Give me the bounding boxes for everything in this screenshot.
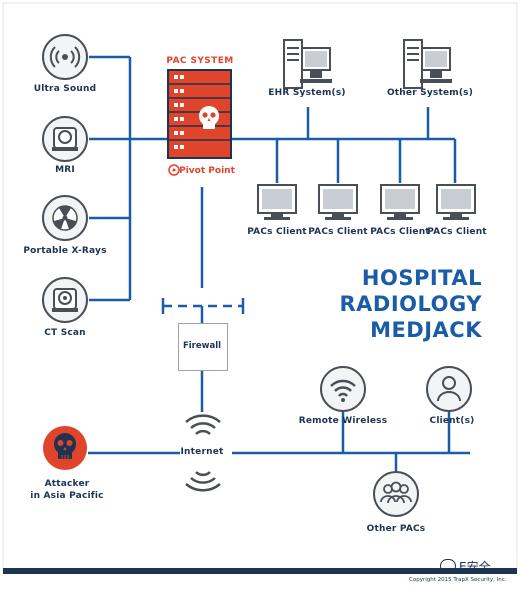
other-pacs-label: Other PACs xyxy=(366,524,426,534)
client-label-2: PACs Client xyxy=(308,227,368,237)
attacker-label-line-2: in Asia Pacific xyxy=(30,491,104,501)
pacs-client-monitor-icon-2 xyxy=(318,184,358,220)
headline-line-2: RADIOLOGY xyxy=(339,292,482,316)
diagram-frame xyxy=(2,2,518,570)
attacker-label-line-1: Attacker xyxy=(44,479,90,489)
pacs-client-monitor-icon-4 xyxy=(436,184,476,220)
watermark-text: E安全 xyxy=(459,560,491,574)
client-label-3: PACs Client xyxy=(370,227,430,237)
firewall-label: Firewall xyxy=(182,341,222,351)
modality-label-xray: Portable X-Rays xyxy=(23,246,107,256)
client-label-1: PACs Client xyxy=(247,227,307,237)
other-pacs-group-icon xyxy=(373,471,419,517)
pac-system-title: PAC SYSTEM xyxy=(166,56,234,66)
copyright-text: Copyright 2015 TrapX Security, Inc. xyxy=(409,577,507,583)
ehr-server-icon xyxy=(283,39,332,89)
server-label-ehr: EHR System(s) xyxy=(268,88,346,98)
modality-label-ultrasound: Ultra Sound xyxy=(33,84,97,94)
mri-icon xyxy=(42,116,88,162)
internet-broadcast-icon xyxy=(185,414,221,492)
ultrasound-icon xyxy=(42,34,88,80)
pacs-client-monitor-icon-1 xyxy=(257,184,297,220)
pivot-point-icon xyxy=(168,164,180,176)
other-server-icon xyxy=(403,39,452,89)
pacs-client-monitor-icon-3 xyxy=(380,184,420,220)
headline-line-3: MEDJACK xyxy=(370,318,482,342)
headline-line-1: HOSPITAL xyxy=(361,266,482,290)
firewall-barrier xyxy=(161,298,245,323)
watermark: E安全 xyxy=(440,558,491,575)
connection-lines xyxy=(88,55,470,472)
firewall-box xyxy=(178,323,228,371)
footer-bar xyxy=(3,568,517,574)
pac-system-server-icon xyxy=(167,69,232,159)
watermark-chat-icon xyxy=(440,559,456,573)
remote-wireless-label: Remote Wireless xyxy=(298,416,388,426)
ct-scan-icon xyxy=(42,277,88,323)
clients-label: Client(s) xyxy=(429,416,475,426)
server-label-other: Other System(s) xyxy=(386,88,474,98)
internet-label: Internet xyxy=(180,447,224,457)
headline: HOSPITAL RADIOLOGY MEDJACK xyxy=(340,265,483,343)
pivot-point-label: Pivot Point xyxy=(179,166,235,176)
remote-wireless-icon xyxy=(320,366,366,412)
client-label-4: PACs Client xyxy=(427,227,487,237)
pac-skull-icon xyxy=(199,106,219,129)
attacker-skull-icon xyxy=(43,426,87,470)
modality-label-ct: CT Scan xyxy=(44,328,86,338)
xray-radiation-icon xyxy=(42,195,88,241)
client-user-icon xyxy=(426,366,472,412)
modality-label-mri: MRI xyxy=(55,165,75,175)
